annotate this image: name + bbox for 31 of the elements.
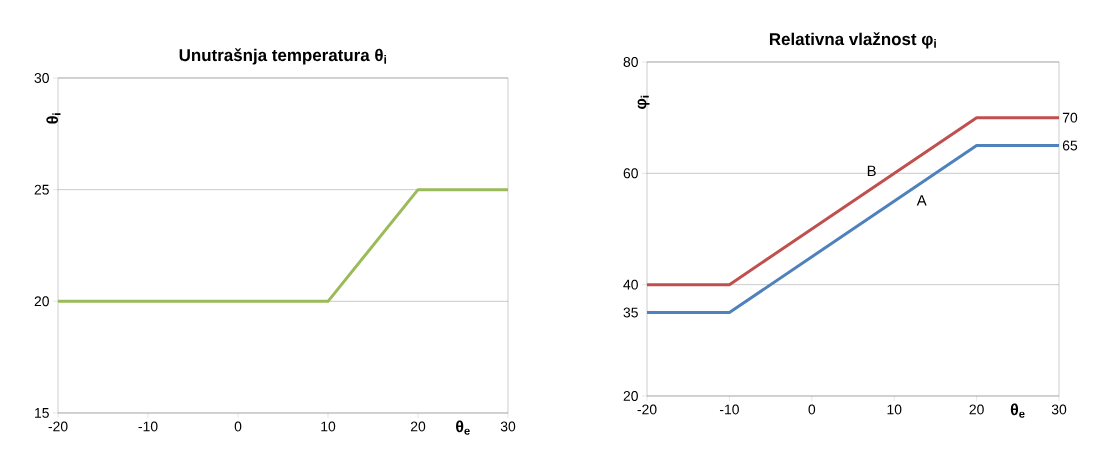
x-tick-label: 0: [808, 404, 816, 415]
x-tick-label: -10: [138, 421, 158, 432]
y-tick-label: 15: [35, 408, 49, 418]
x-axis-title: θ$_{e}$: [1010, 403, 1025, 418]
series-label: A: [916, 195, 927, 206]
y-tick-label: 30: [34, 73, 49, 83]
x-axis-title: θ$_{e}$: [456, 420, 470, 435]
y-tick-label: 60: [623, 168, 638, 179]
y-tick-label: 35: [623, 307, 638, 318]
x-tick-label: 30: [500, 421, 516, 432]
chart-title: Unutrašnja temperatura θ$_{i}$: [179, 48, 387, 65]
chart-title: Relativna vlažnost φ$_{i}$: [769, 32, 936, 49]
x-tick-label: 0: [234, 421, 242, 432]
annotation: 70: [1062, 112, 1078, 123]
y-tick-label: 20: [34, 296, 49, 307]
x-tick-label: 10: [321, 421, 336, 432]
annotation: 65: [1062, 140, 1078, 151]
x-tick-label: 10: [887, 404, 902, 415]
x-tick-label: 20: [410, 421, 426, 432]
y-tick-label: 20: [623, 391, 638, 401]
y-axis-title: φ$_{i}$: [637, 95, 650, 109]
x-tick-label: -20: [637, 404, 657, 415]
y-tick-label: 40: [623, 279, 638, 290]
x-tick-label: 20: [969, 404, 984, 415]
y-tick-label: 25: [34, 184, 49, 195]
x-tick-label: -10: [719, 404, 739, 415]
y-tick-label: 80: [623, 57, 638, 67]
y-axis-title: θ$_{i}$: [46, 113, 61, 124]
series-label: B: [867, 165, 876, 176]
x-tick-label: 30: [1051, 404, 1067, 415]
x-tick-label: -20: [48, 421, 68, 432]
